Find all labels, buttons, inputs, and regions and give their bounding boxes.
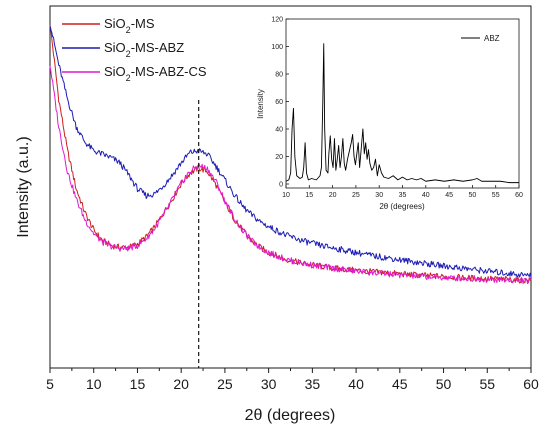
inset-x-tick-label: 25 [352, 192, 360, 199]
legend-label-sio2-ms: SiO2-MS [104, 16, 155, 35]
main-x-axis-title: 2θ (degrees) [245, 407, 336, 424]
legend-label-sio2-ms-abz: SiO2-MS-ABZ [104, 40, 184, 59]
inset-x-axis-title: 2θ (degrees) [379, 202, 425, 211]
main-x-tick-label: 45 [392, 376, 408, 392]
main-y-axis-title: Intensity (a.u.) [15, 136, 32, 237]
inset-y-tick-label: 120 [271, 17, 283, 24]
series-line-sio2-ms-abz [49, 26, 532, 278]
inset-y-tick-label: 20 [275, 154, 283, 161]
inset-ticks: 10 15 20 25 30 35 40 45 50 55 60 0 20 40 60 80 100 120 [271, 17, 523, 200]
inset-y-tick-label: 0 [279, 182, 283, 189]
main-x-tick-label: 10 [86, 376, 102, 392]
main-x-tick-label: 15 [130, 376, 146, 392]
inset-y-tick-label: 40 [275, 127, 283, 134]
inset-y-tick-label: 100 [271, 44, 283, 51]
main-x-tick-label: 20 [173, 376, 189, 392]
inset-x-tick-label: 45 [445, 192, 453, 199]
main-x-tick-label: 25 [217, 376, 233, 392]
main-x-tick-label: 60 [523, 376, 539, 392]
inset-series-line-abz [285, 43, 519, 184]
inset-x-tick-label: 55 [492, 192, 500, 199]
inset-y-axis-title: Intensity [256, 89, 265, 119]
main-x-tick-label: 5 [46, 376, 54, 392]
inset-x-tick-label: 30 [375, 192, 383, 199]
inset-x-tick-label: 35 [399, 192, 407, 199]
inset-legend-label: ABZ [484, 34, 500, 43]
series-line-sio2-ms-abz-cs [49, 65, 532, 285]
inset-y-tick-label: 80 [275, 72, 283, 79]
inset-x-tick-label: 50 [469, 192, 477, 199]
main-legend: SiO2-MS SiO2-MS-ABZ SiO2-MS-ABZ-CS [62, 16, 207, 83]
main-x-ticks: 5 10 15 20 25 30 35 40 45 50 55 60 [46, 368, 539, 392]
main-x-tick-label: 30 [261, 376, 277, 392]
main-x-tick-label: 35 [305, 376, 321, 392]
main-x-tick-label: 40 [348, 376, 364, 392]
inset-x-tick-label: 20 [329, 192, 337, 199]
main-x-tick-label: 50 [436, 376, 452, 392]
inset-x-tick-label: 40 [422, 192, 430, 199]
main-x-tick-label: 55 [479, 376, 495, 392]
inset-series-group [285, 43, 519, 184]
legend-label-sio2-ms-abz-cs: SiO2-MS-ABZ-CS [104, 64, 207, 83]
inset-chart: 10 15 20 25 30 35 40 45 50 55 60 0 20 40 60 80 100 120 AB… [256, 10, 523, 211]
inset-x-tick-label: 15 [305, 192, 313, 199]
main-series-group [49, 25, 532, 285]
inset-x-tick-label: 60 [515, 192, 523, 199]
inset-y-tick-label: 60 [275, 99, 283, 106]
inset-x-tick-label: 10 [282, 192, 290, 199]
